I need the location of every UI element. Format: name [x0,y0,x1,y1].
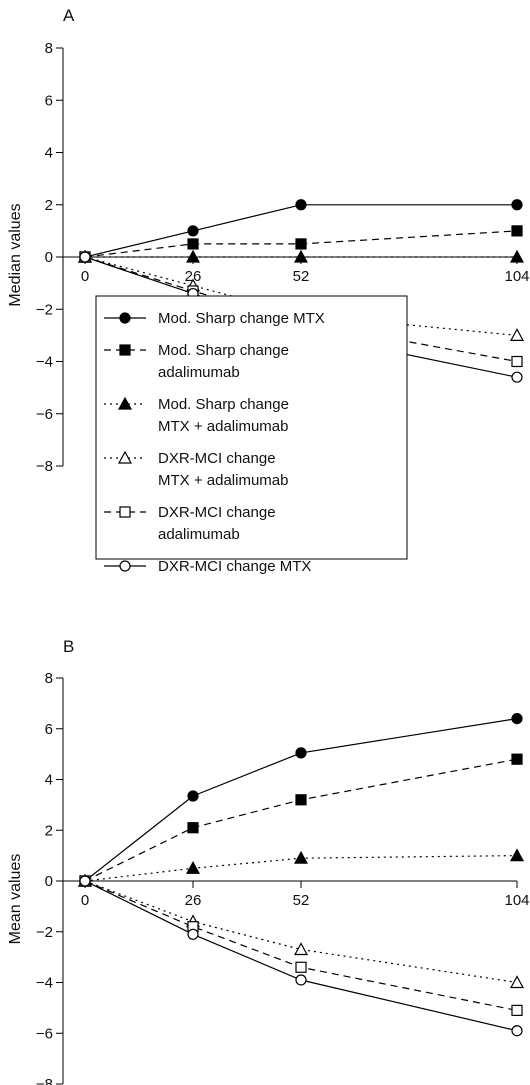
panel-a-series-line-1 [84,204,517,258]
panel-b-y-tick-label: 6 [45,721,53,738]
panel-a-series-line-4 [84,256,518,336]
panel-a-y-tick-label: 4 [45,145,53,162]
panel-b-series-5-point [295,961,307,973]
panel-a-y-tick-label: −8 [36,458,53,475]
panel-a-y-tick-label: 2 [45,197,53,214]
legend-label-5: DXR-MCI change [158,504,276,521]
panel-a-x-tick-label: 0 [81,268,89,285]
panel-b-series-3-point [185,861,201,874]
panel-a-y-tick-label: 6 [45,92,53,109]
panel-a-series-6-point [79,251,91,263]
panel-b-series-1-point [511,712,523,725]
panel-a-y-axis-label: Median values [7,203,24,306]
panel-b-series-line-6 [84,880,518,1032]
panel-b-y-tick-label: 8 [45,670,53,687]
panel-b-series-6-point [187,928,199,940]
panel-a-series-line-2 [84,230,518,258]
panel-b-series-2-point [511,753,523,765]
panel-b-series-4-point [293,942,309,956]
panel-b-y-tick-label: 0 [45,873,53,890]
legend-label-2: Mod. Sharp change [158,342,289,359]
panel-a-series-5-point [511,355,523,368]
legend-box [95,295,408,560]
panel-b-y-tick-label: −8 [36,1076,53,1085]
legend-label-2: adalimumab [158,364,240,381]
panel-b-series-2-point [295,794,307,806]
legend-label-3: MTX + adalimumab [158,418,288,435]
panel-a-y-tick-label: 0 [45,249,53,266]
panel-b-series-6-point [511,1025,523,1037]
panel-b-y-tick-label: −4 [36,975,53,992]
legend-label-4: DXR-MCI change [158,450,276,467]
panel-a-series-6-point [511,371,523,383]
panel-b-series-line-2 [84,758,518,882]
panel-b-label: B [63,637,74,656]
panel-b-x-tick-label: 104 [504,892,529,909]
panel-b-x-tick-label: 26 [185,892,202,909]
panel-a-series-3-point [185,249,201,263]
legend-marker-2 [119,344,131,356]
panel-b-x-tick-label: 0 [81,892,89,909]
panel-a-x-tick-label: 104 [504,268,529,285]
legend-label-1: Mod. Sharp change MTX [158,310,325,327]
legend: Mod. Sharp change MTX Mod. Sharp change ad… [95,295,408,575]
panel-a-series-2-point [511,225,523,237]
panel-b-series-4-point [509,975,525,989]
panel-a-series-3-point [293,249,309,263]
panel-a-series-4-point [509,328,525,341]
panel-b-series-3-point [509,848,525,862]
panel-b-series-5-point [511,1004,523,1017]
panel-b-series-1-point [295,747,307,759]
panel-b-series-line-3 [84,855,518,882]
panel-a-series-1-point [295,199,307,211]
panel-a-y-tick-label: −4 [36,354,53,371]
panel-b-series-1-point [187,790,199,802]
legend-marker-5 [119,506,131,518]
panel-b-series-line-1 [84,718,518,882]
panel-a-y-tick-label: −6 [36,406,53,423]
legend-label-5: adalimumab [158,526,240,543]
panel-b-mean-chart: B Mean values 8 6 4 2 0 −2 −4 −6 −8 0 26 52 104 [7,637,530,1085]
panel-b-y-tick-label: −6 [36,1025,53,1042]
panel-b-y-axis-label: Mean values [7,854,24,945]
panel-b-series-6-point [295,974,307,986]
panel-b-y-tick-label: 2 [45,822,53,839]
legend-label-3: Mod. Sharp change [158,396,289,413]
panel-a-x-tick-label: 26 [185,268,202,285]
panel-a-series-3-point [509,249,525,263]
legend-marker-1 [119,312,131,324]
panel-a-y-tick-label: −2 [36,301,53,318]
legend-marker-4 [117,450,133,464]
panel-b-y-tick-label: 4 [45,772,53,789]
panel-a-y-tick-label: 8 [45,40,53,57]
panel-b-series-3-point [293,850,309,864]
panel-b-series-line-4 [84,880,518,984]
legend-marker-3 [117,396,133,410]
panel-b-series-2-point [187,822,199,834]
panel-a-series-2-point [295,238,307,250]
panel-b-series-line-5 [84,880,518,1011]
panel-a-x-tick-label: 52 [293,268,310,285]
panel-b-series-6-point [79,875,91,887]
panel-a-series-1-point [511,199,523,211]
panel-a-series-2-point [187,238,199,250]
legend-marker-6 [119,560,131,572]
legend-label-4: MTX + adalimumab [158,472,288,489]
panel-a-label: A [63,6,75,25]
legend-label-6: DXR-MCI change MTX [158,558,311,575]
panel-b-x-tick-label: 52 [293,892,310,909]
panel-b-y-tick-label: −2 [36,924,53,941]
panel-a-series-1-point [187,225,199,237]
